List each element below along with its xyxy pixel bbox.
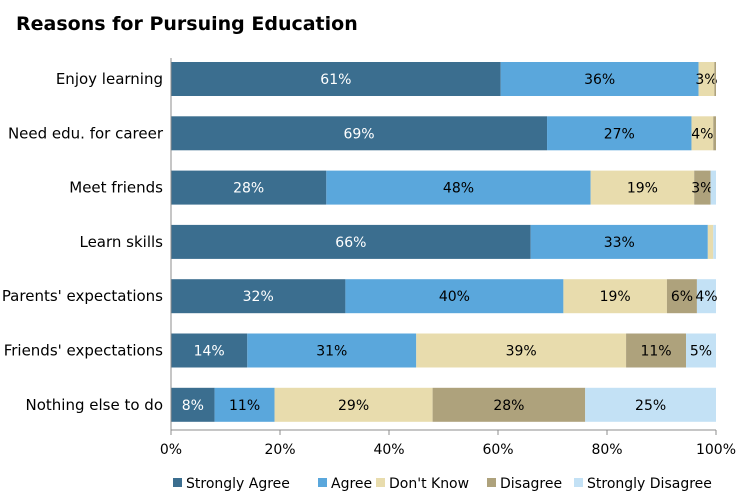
bar-segment: [171, 279, 346, 314]
data-label: 28%: [493, 398, 524, 414]
bar-segment: [247, 333, 417, 368]
chart-title: Reasons for Pursuing Education: [16, 13, 358, 35]
legend-swatch: [376, 478, 385, 487]
data-label: 3%: [695, 72, 717, 88]
data-label: 33%: [604, 235, 635, 251]
bar-segment: [345, 279, 564, 314]
category-label: Learn skills: [79, 233, 163, 251]
legend-label: Strongly Agree: [186, 476, 290, 492]
data-label: 5%: [690, 344, 712, 360]
data-label: 69%: [343, 126, 374, 142]
legend-swatch: [487, 478, 496, 487]
bar-segment: [563, 279, 667, 314]
bar-segment: [171, 116, 548, 151]
legend-label: Disagree: [500, 476, 562, 492]
bar-segment: [171, 224, 531, 259]
data-label: 31%: [316, 344, 347, 360]
data-label: 4%: [695, 289, 717, 305]
x-axis: 0% 20% 40% 60% 80% 100%: [160, 58, 736, 458]
data-label: 19%: [627, 181, 658, 197]
data-label: 40%: [439, 289, 470, 305]
bar-segment: [171, 62, 501, 96]
legend-label: Don't Know: [389, 476, 469, 492]
bar-segment: [707, 224, 714, 259]
bar-segment: [326, 170, 591, 205]
data-label: 11%: [640, 344, 671, 360]
legend-swatch: [318, 478, 327, 487]
bar-segment: [691, 116, 714, 151]
data-label: 29%: [338, 398, 369, 414]
bar-area: Enjoy learning 61% 36% 3% Need edu. for care…: [2, 62, 718, 422]
bar-segment: [714, 62, 716, 96]
legend-swatch: [173, 478, 182, 487]
bar-segment: [713, 224, 716, 259]
data-label: 36%: [584, 72, 615, 88]
category-label: Need edu. for career: [8, 124, 164, 142]
legend: Strongly Agree Agree Don't Know Disagree Str…: [173, 476, 712, 492]
x-tick-label: 40%: [373, 442, 404, 458]
x-tick-label: 100%: [696, 442, 736, 458]
data-label: 32%: [243, 289, 274, 305]
data-label: 66%: [335, 235, 366, 251]
data-label: 4%: [691, 126, 713, 142]
category-label: Parents' expectations: [2, 287, 163, 305]
bar-segment: [171, 387, 215, 422]
bar-segment: [214, 387, 275, 422]
bar-segment: [626, 333, 687, 368]
bar-segment: [585, 387, 716, 422]
bar-segment: [432, 387, 586, 422]
data-label: 28%: [233, 181, 264, 197]
bar-segment: [710, 170, 716, 205]
bar-segment: [698, 62, 715, 96]
category-label: Meet friends: [69, 179, 163, 197]
category-label: Enjoy learning: [56, 70, 163, 88]
data-label: 61%: [320, 72, 351, 88]
data-label: 39%: [506, 344, 537, 360]
legend-label: Agree: [331, 476, 372, 492]
legend-swatch: [574, 478, 583, 487]
data-label: 27%: [604, 126, 635, 142]
bar-segment: [274, 387, 433, 422]
bar-segment: [666, 279, 697, 314]
data-label: 8%: [182, 398, 204, 414]
bar-segment: [696, 279, 716, 314]
data-label: 14%: [194, 344, 225, 360]
data-label: 19%: [600, 289, 631, 305]
data-label: 6%: [671, 289, 693, 305]
bar-segment: [713, 116, 716, 151]
bar-segment: [171, 170, 327, 205]
bar-segment: [590, 170, 695, 205]
bar-segment: [500, 62, 699, 96]
data-label: 3%: [691, 181, 713, 197]
bar-segment: [530, 224, 708, 259]
data-label: 11%: [229, 398, 260, 414]
data-label: 25%: [635, 398, 666, 414]
category-label: Nothing else to do: [26, 396, 163, 414]
legend-label: Strongly Disagree: [587, 476, 712, 492]
bar-segment: [171, 333, 248, 368]
bar-segment: [547, 116, 692, 151]
bar-segment: [686, 333, 716, 368]
x-tick-label: 0%: [160, 442, 182, 458]
x-tick-label: 80%: [591, 442, 622, 458]
data-label: 48%: [443, 181, 474, 197]
bar-segment: [416, 333, 627, 368]
bar-segment: [694, 170, 711, 205]
x-tick-label: 20%: [264, 442, 295, 458]
x-tick-label: 60%: [482, 442, 513, 458]
category-label: Friends' expectations: [4, 342, 163, 360]
